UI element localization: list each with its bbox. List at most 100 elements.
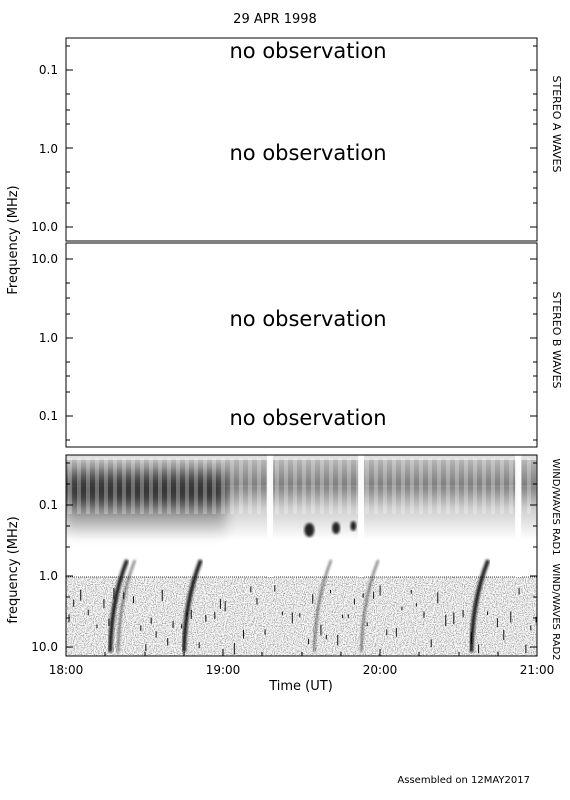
rad1-stripe xyxy=(203,458,207,514)
rad1-stripe xyxy=(446,458,450,514)
burst-blob xyxy=(350,521,357,531)
rad1-stripes xyxy=(68,458,537,514)
rad1-stripe xyxy=(347,458,351,514)
rad1-stripe xyxy=(185,458,189,514)
rad1-stripe xyxy=(212,458,216,514)
wind-ytick-2: 1.0 xyxy=(39,569,58,583)
data-gap xyxy=(358,455,365,577)
rad1-stripe xyxy=(149,458,153,514)
rad1-stripe xyxy=(428,458,432,514)
stereo-b-message-1: no observation xyxy=(229,307,386,331)
rad1-stripe xyxy=(221,458,225,514)
rad1-stripe xyxy=(374,458,378,514)
xtick-2100: 21:00 xyxy=(520,663,555,677)
stereo-a-ticks xyxy=(66,45,537,228)
stereo-y-axis-label: Frequency (MHz) xyxy=(6,185,21,294)
burst-blob xyxy=(304,523,315,537)
rad1-stripe xyxy=(464,458,468,514)
type-iii-burst xyxy=(108,559,129,653)
rad1-stripe xyxy=(239,458,243,514)
assembly-note: Assembled on 12MAY2017 xyxy=(397,775,530,786)
rad1-stripe xyxy=(311,458,315,514)
rad1-stripe xyxy=(140,458,144,514)
stereo-b-ytick-3: 0.1 xyxy=(39,409,58,423)
stereo-b-ytick-1: 10.0 xyxy=(31,252,58,266)
rad1-stripe xyxy=(392,458,396,514)
stereo-a-ytick-1: 0.1 xyxy=(39,63,58,77)
data-gap xyxy=(515,455,522,577)
rad1-stripe xyxy=(509,458,513,514)
rad1-stripe xyxy=(527,458,531,514)
type-iii-burst xyxy=(469,559,491,653)
rad1-stripe xyxy=(104,458,108,514)
type-iii-burst xyxy=(360,559,380,653)
rad1-stripe xyxy=(500,458,504,514)
rad1-stripe xyxy=(284,458,288,514)
rad1-stripe xyxy=(356,458,360,514)
wind-y-ticks xyxy=(66,462,537,648)
type-iii-burst xyxy=(181,559,203,653)
rad1-stripe xyxy=(401,458,405,514)
rad1-stripe xyxy=(95,458,99,514)
rad2-noise xyxy=(66,577,537,656)
data-gaps xyxy=(267,455,522,577)
rad1-stripe xyxy=(293,458,297,514)
rad1-stripe xyxy=(113,458,117,514)
rad1-stripe xyxy=(275,458,279,514)
panel-wind-waves: 0.1 1.0 10.0 frequency (MHz) WIND/WAVES … xyxy=(6,454,561,694)
xtick-1800: 18:00 xyxy=(49,663,84,677)
stereo-b-frame xyxy=(65,242,538,448)
data-gap xyxy=(267,455,274,577)
stereo-a-ytick-2: 1.0 xyxy=(39,142,58,156)
type-iii-burst xyxy=(116,559,136,653)
rad1-stripe xyxy=(131,458,135,514)
rad1-stripe xyxy=(68,458,72,514)
rad1-stripe xyxy=(410,458,414,514)
x-axis-label: Time (UT) xyxy=(268,679,333,694)
figure-title: 29 APR 1998 xyxy=(233,12,317,27)
rad1-stripe xyxy=(176,458,180,514)
stereo-a-message-2: no observation xyxy=(229,141,386,165)
rad1-stripe xyxy=(257,458,261,514)
stereo-b-message-2: no observation xyxy=(229,406,386,430)
rad1-stripe xyxy=(320,458,324,514)
rad1-stripe xyxy=(482,458,486,514)
panel-stereo-a: no observation no observation 0.1 1.0 10… xyxy=(31,37,563,242)
stereo-a-message-1: no observation xyxy=(229,39,386,63)
rad1-stripe xyxy=(167,458,171,514)
wind-y-axis-label: frequency (MHz) xyxy=(6,516,21,623)
rad1-stripe xyxy=(419,458,423,514)
rad1-stripe xyxy=(158,458,162,514)
stereo-b-right-label: STEREO B WAVES xyxy=(550,292,563,389)
wind-ytick-1: 0.1 xyxy=(39,498,58,512)
wind-right-label-rad1: WIND/WAVES RAD1 xyxy=(550,458,561,555)
type-iii-burst xyxy=(313,559,333,653)
rad1-stripe xyxy=(77,458,81,514)
wind-right-label-rad2: WIND/WAVES RAD2 xyxy=(550,563,561,660)
stereo-a-frame xyxy=(65,37,538,242)
wind-spectrogram xyxy=(66,455,537,656)
rad1-stripe xyxy=(338,458,342,514)
rad1-stripe xyxy=(329,458,333,514)
rad1-stripe xyxy=(302,458,306,514)
stereo-a-right-label: STEREO A WAVES xyxy=(550,76,563,173)
panel-stereo-b: no observation no observation 10.0 1.0 0… xyxy=(31,242,563,448)
rad1-stripe xyxy=(455,458,459,514)
rad1-stripe xyxy=(437,458,441,514)
rad1-stripe xyxy=(473,458,477,514)
stereo-a-ytick-3: 10.0 xyxy=(31,220,58,234)
stereo-b-ticks xyxy=(66,258,537,441)
burst-blob xyxy=(332,522,341,534)
rad1-stripe xyxy=(248,458,252,514)
rad1-stripe xyxy=(365,458,369,514)
wind-ytick-3: 10.0 xyxy=(31,640,58,654)
stereo-b-ytick-2: 1.0 xyxy=(39,331,58,345)
type-iii-bursts xyxy=(108,521,491,653)
rad1-stripe xyxy=(383,458,387,514)
rad1-stripe xyxy=(122,458,126,514)
rad1-background-band xyxy=(66,455,537,540)
rad1-stripe xyxy=(194,458,198,514)
xtick-2000: 20:00 xyxy=(363,663,398,677)
rad1-stripe xyxy=(86,458,90,514)
